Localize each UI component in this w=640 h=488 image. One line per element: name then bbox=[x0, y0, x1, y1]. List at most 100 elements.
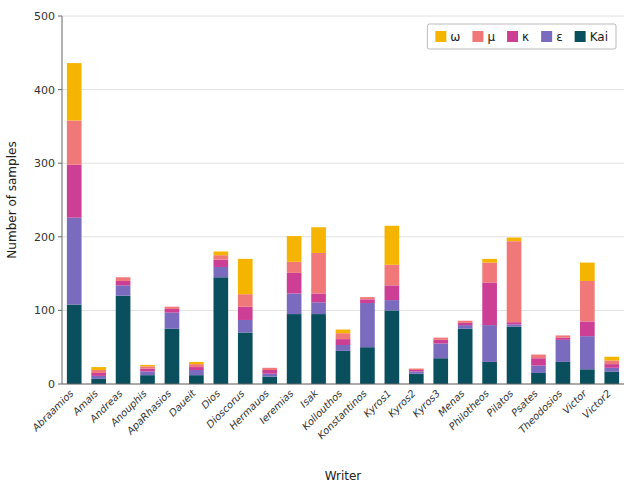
x-tick-label: Daueit bbox=[167, 387, 199, 419]
x-tick-label: Abraamios bbox=[29, 388, 75, 434]
bar-segment bbox=[360, 297, 375, 298]
bar-segment bbox=[604, 364, 619, 368]
bar-segment bbox=[165, 313, 180, 329]
bar-segment bbox=[385, 265, 400, 286]
bar-segment bbox=[336, 345, 351, 351]
bar-segment bbox=[531, 354, 546, 355]
bar-segment bbox=[556, 335, 571, 336]
bar-segment bbox=[433, 358, 448, 384]
bar-segment bbox=[140, 365, 155, 366]
bar-segment bbox=[91, 376, 106, 379]
bar-segment bbox=[238, 307, 253, 320]
y-axis-label: Number of samples bbox=[5, 141, 19, 258]
bar-segment bbox=[531, 373, 546, 384]
y-tick bbox=[58, 236, 62, 237]
bar-segment bbox=[336, 339, 351, 345]
bar-segment bbox=[287, 273, 302, 294]
bar-segment bbox=[531, 355, 546, 359]
legend-swatch bbox=[575, 31, 586, 42]
bar-segment bbox=[556, 340, 571, 362]
x-tick-label: Kyros3 bbox=[410, 388, 442, 420]
x-tick-label: Konstantinos bbox=[315, 388, 368, 441]
bar-segment bbox=[165, 306, 180, 307]
bar-segment bbox=[189, 370, 204, 375]
bar-segment bbox=[116, 281, 131, 285]
bar-segment bbox=[116, 285, 131, 295]
bar-segment bbox=[287, 262, 302, 273]
legend-swatch bbox=[541, 31, 552, 42]
grid-line bbox=[62, 384, 624, 385]
bar-segment bbox=[482, 362, 497, 384]
bar-segment bbox=[287, 236, 302, 262]
y-tick bbox=[58, 89, 62, 90]
bar-segment bbox=[262, 377, 277, 384]
bar-segment bbox=[116, 277, 131, 278]
y-tick bbox=[58, 310, 62, 311]
bar-segment bbox=[140, 371, 155, 375]
bar-segment bbox=[91, 367, 106, 370]
bar-segment bbox=[385, 310, 400, 384]
bar-segment bbox=[580, 369, 595, 384]
bar-segment bbox=[336, 333, 351, 339]
bar-segment bbox=[360, 299, 375, 303]
legend-label: κ bbox=[522, 30, 529, 44]
bar-segment bbox=[67, 305, 82, 384]
bar-segment bbox=[165, 329, 180, 384]
bar-segment bbox=[482, 263, 497, 283]
bar-segment bbox=[580, 321, 595, 336]
bar-segment bbox=[556, 335, 571, 337]
bar-segment bbox=[604, 368, 619, 372]
x-axis bbox=[62, 384, 624, 385]
bar-segment bbox=[116, 277, 131, 281]
bar-segment bbox=[213, 252, 228, 256]
bar-segment bbox=[433, 337, 448, 338]
bar-segment bbox=[213, 260, 228, 267]
bar-segment bbox=[262, 374, 277, 377]
bar-segment bbox=[409, 369, 424, 370]
bar-segment bbox=[507, 324, 522, 326]
bar-segment bbox=[238, 294, 253, 307]
x-tick-label: Victor2 bbox=[580, 388, 613, 421]
bar-segment bbox=[385, 300, 400, 310]
y-tick-label: 500 bbox=[34, 10, 55, 23]
bar-segment bbox=[507, 238, 522, 242]
legend-swatch bbox=[435, 31, 446, 42]
legend-label: ω bbox=[450, 30, 460, 44]
bar-segment bbox=[91, 370, 106, 373]
bar-segment bbox=[262, 368, 277, 370]
y-tick bbox=[58, 163, 62, 164]
bar-segment bbox=[287, 293, 302, 314]
y-tick-label: 0 bbox=[48, 378, 55, 391]
bars bbox=[67, 63, 619, 384]
y-tick-label: 400 bbox=[34, 84, 55, 97]
bar-segment bbox=[91, 373, 106, 376]
x-tick-label: Theodosios bbox=[517, 388, 565, 436]
grid-line bbox=[62, 16, 624, 17]
bar-segment bbox=[458, 321, 473, 323]
bar-segment bbox=[580, 281, 595, 321]
legend-box bbox=[427, 24, 616, 49]
bar-segment bbox=[556, 338, 571, 340]
bar-segment bbox=[238, 320, 253, 333]
y-tick-label: 100 bbox=[34, 304, 55, 317]
grid-line bbox=[62, 89, 624, 90]
bar-segment bbox=[336, 351, 351, 384]
legend-swatch bbox=[472, 31, 483, 42]
x-axis-label: Writer bbox=[325, 469, 362, 483]
bar-segment bbox=[213, 277, 228, 384]
bar-segment bbox=[458, 323, 473, 325]
legend-label: μ bbox=[487, 30, 495, 44]
bar-segment bbox=[140, 375, 155, 384]
bar-segment bbox=[311, 227, 326, 253]
bar-segment bbox=[311, 253, 326, 293]
bar-segment bbox=[213, 267, 228, 277]
bar-segment bbox=[507, 322, 522, 324]
bar-segment bbox=[482, 282, 497, 325]
y-tick bbox=[58, 16, 62, 17]
bar-segment bbox=[604, 371, 619, 384]
bar-segment bbox=[189, 362, 204, 364]
legend: ωμκεKai bbox=[427, 24, 616, 49]
bar-segment bbox=[482, 259, 497, 263]
bar-segment bbox=[409, 370, 424, 371]
bar-segment bbox=[311, 302, 326, 314]
